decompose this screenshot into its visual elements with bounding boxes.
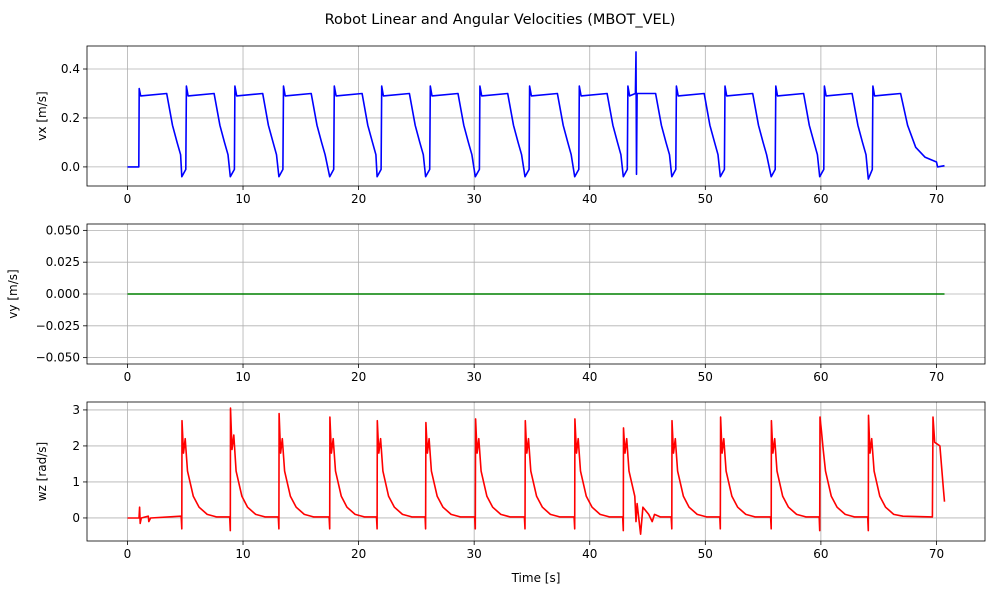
x-tick-label: 10: [235, 192, 250, 206]
x-tick-label: 20: [351, 192, 366, 206]
x-tick-label: 50: [698, 192, 713, 206]
x-tick-label: 40: [582, 370, 597, 384]
y-tick-label: −0.050: [36, 351, 80, 365]
axes-frame: [86, 401, 986, 542]
x-tick-label: 40: [582, 192, 597, 206]
x-tick-label: 50: [698, 370, 713, 384]
x-tick-label: 60: [813, 370, 828, 384]
x-tick-label: 70: [929, 192, 944, 206]
y-tick-label: 0.050: [46, 223, 80, 237]
y-tick-label: 0.0: [61, 160, 80, 174]
x-tick-label: 10: [235, 547, 250, 561]
y-axis-label: vx [m/s]: [35, 91, 49, 140]
x-tick-label: 30: [467, 370, 482, 384]
x-tick-label: 10: [235, 370, 250, 384]
chart-title: Robot Linear and Angular Velocities (MBO…: [325, 12, 676, 28]
y-tick-label: −0.025: [36, 319, 80, 333]
subplot-1: 0 10 20 30 40 50 60 70 0.0 0.2 0.4 vx [m/s]: [35, 45, 986, 206]
y-tick-label: 0: [72, 511, 80, 525]
y-tick-label: 2: [72, 439, 80, 453]
axes-frame: [86, 45, 986, 187]
x-tick-label: 30: [467, 547, 482, 561]
subplot-3: 0 10 20 30 40 50 60 70 0 1 2 3 wz [rad/s] Time [s]: [35, 401, 986, 585]
y-tick-label: 3: [72, 403, 80, 417]
x-tick-label: 70: [929, 370, 944, 384]
x-tick-label: 0: [124, 370, 132, 384]
y-tick-label: 0.000: [46, 287, 80, 301]
x-tick-label: 30: [467, 192, 482, 206]
y-axis-label: vy [m/s]: [6, 269, 20, 318]
subplot-2: 0 10 20 30 40 50 60 70 −0.050 −0.025 0.000 0.025 0.0…: [6, 223, 986, 384]
x-tick-label: 20: [351, 370, 366, 384]
x-tick-label: 60: [813, 547, 828, 561]
x-axis-label: Time [s]: [511, 571, 561, 585]
x-tick-label: 20: [351, 547, 366, 561]
y-tick-label: 0.2: [61, 111, 80, 125]
y-tick-label: 0.025: [46, 255, 80, 269]
y-axis-label: wz [rad/s]: [35, 442, 49, 502]
y-tick-label: 0.4: [61, 62, 80, 76]
axes-frame: [86, 223, 986, 365]
x-tick-label: 50: [698, 547, 713, 561]
series-line: [127, 51, 945, 180]
x-tick-label: 40: [582, 547, 597, 561]
x-tick-label: 0: [124, 547, 132, 561]
series-line: [127, 407, 946, 536]
x-tick-label: 70: [929, 547, 944, 561]
x-tick-label: 60: [813, 192, 828, 206]
x-tick-label: 0: [124, 192, 132, 206]
y-tick-label: 1: [72, 475, 80, 489]
